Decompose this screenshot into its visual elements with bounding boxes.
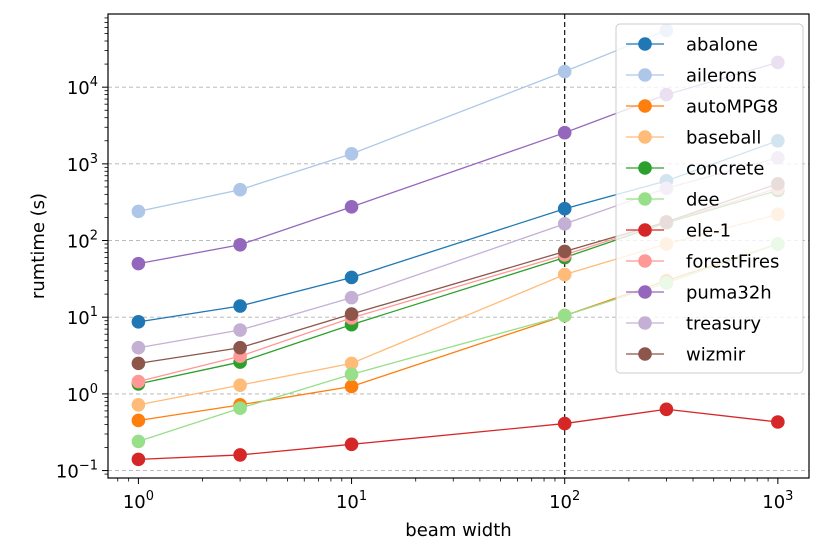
legend-swatch-marker <box>638 37 652 51</box>
series-line-ailerons <box>138 29 667 213</box>
y-tick-label: 103 <box>67 152 98 176</box>
legend-label: puma32h <box>686 283 772 304</box>
series-line-ele-1 <box>138 408 778 461</box>
legend-swatch-marker <box>638 316 652 330</box>
data-point-dee <box>557 308 572 323</box>
data-point-ailerons <box>233 182 247 197</box>
legend-frame <box>615 23 804 374</box>
x-tick-label: 101 <box>336 489 367 513</box>
legend-label: abalone <box>686 35 758 56</box>
legend-swatch-marker <box>638 68 652 82</box>
data-point-treasury <box>344 290 359 305</box>
x-tick-label: 103 <box>762 489 793 513</box>
legend-swatch-marker <box>638 99 652 113</box>
data-point-ailerons <box>131 204 146 219</box>
data-point-treasury <box>131 340 146 355</box>
x-axis-ticks: 100 101 102 103 <box>117 478 793 513</box>
data-point-ele-1 <box>344 437 359 452</box>
legend-label: baseball <box>686 128 761 149</box>
series-ele-1 <box>131 402 785 467</box>
legend: abalone ailerons autoMPG8 baseball concrete d… <box>615 23 804 374</box>
legend-label: wizmir <box>686 345 746 366</box>
legend-item-ailerons: ailerons <box>626 66 757 87</box>
legend-item-treasury: treasury <box>626 314 761 335</box>
y-tick-label: 10−1 <box>56 459 98 483</box>
legend-label: concrete <box>686 159 764 180</box>
data-point-abalone <box>344 270 359 285</box>
legend-swatch-marker <box>638 130 652 144</box>
legend-swatch-marker <box>638 223 652 237</box>
y-tick-label: 104 <box>67 75 98 99</box>
data-point-baseball <box>557 267 572 282</box>
data-point-dee <box>131 434 146 449</box>
data-point-ailerons <box>557 64 572 79</box>
data-point-abalone <box>131 315 146 329</box>
legend-item-baseball: baseball <box>626 128 761 149</box>
data-point-wizmir <box>557 244 572 259</box>
data-point-baseball <box>344 356 359 371</box>
data-point-ele-1 <box>659 402 674 417</box>
legend-swatch-marker <box>638 285 652 299</box>
data-point-ele-1 <box>771 415 785 429</box>
data-point-treasury <box>233 323 247 337</box>
data-point-abalone <box>233 299 247 313</box>
legend-label: ele-1 <box>686 221 731 242</box>
legend-item-puma32h: puma32h <box>626 283 772 304</box>
legend-label: treasury <box>686 314 761 335</box>
data-point-wizmir <box>131 356 146 371</box>
y-tick-label: 102 <box>67 229 98 253</box>
legend-swatch-marker <box>638 254 652 268</box>
data-point-autompg8 <box>344 379 359 394</box>
data-point-baseball <box>233 378 247 392</box>
data-point-autompg8 <box>131 413 146 428</box>
legend-item-autompg8: autoMPG8 <box>626 97 778 118</box>
data-point-ele-1 <box>557 416 572 431</box>
legend-label: ailerons <box>686 66 757 87</box>
legend-item-forestfires: forestFires <box>626 252 779 273</box>
legend-item-ele-1: ele-1 <box>626 221 731 242</box>
data-point-ele-1 <box>233 448 247 462</box>
legend-item-dee: dee <box>626 190 720 211</box>
data-point-baseball <box>131 398 146 412</box>
data-point-dee <box>233 401 247 416</box>
legend-item-wizmir: wizmir <box>626 345 746 366</box>
y-tick-label: 101 <box>67 305 98 329</box>
data-point-ele-1 <box>131 452 146 467</box>
data-point-wizmir <box>233 340 247 355</box>
x-tick-label: 100 <box>123 489 154 513</box>
legend-label: dee <box>686 190 720 211</box>
legend-swatch-marker <box>638 161 652 175</box>
plot-frame <box>107 13 810 479</box>
y-axis-ticks: 10−1 100 101 102 103 104 <box>56 17 108 483</box>
y-tick-label: 100 <box>67 382 98 406</box>
legend-item-abalone: abalone <box>626 35 758 56</box>
y-axis-label: rumtime (s) <box>28 193 49 299</box>
data-point-dee <box>344 367 359 382</box>
data-point-forestfires <box>131 374 146 389</box>
legend-label: forestFires <box>686 252 779 273</box>
data-point-puma32h <box>131 256 146 271</box>
x-axis-label: beam width <box>405 520 511 541</box>
legend-swatch-marker <box>638 347 652 361</box>
data-point-abalone <box>557 201 572 216</box>
data-point-puma32h <box>344 200 359 214</box>
data-point-ailerons <box>344 147 359 161</box>
legend-item-concrete: concrete <box>626 159 764 180</box>
data-point-puma32h <box>233 237 247 252</box>
legend-label: autoMPG8 <box>686 97 778 118</box>
data-point-treasury <box>557 217 572 231</box>
data-point-wizmir <box>344 307 359 321</box>
x-tick-label: 102 <box>549 489 580 513</box>
data-point-puma32h <box>557 125 572 140</box>
legend-swatch-marker <box>638 192 652 206</box>
